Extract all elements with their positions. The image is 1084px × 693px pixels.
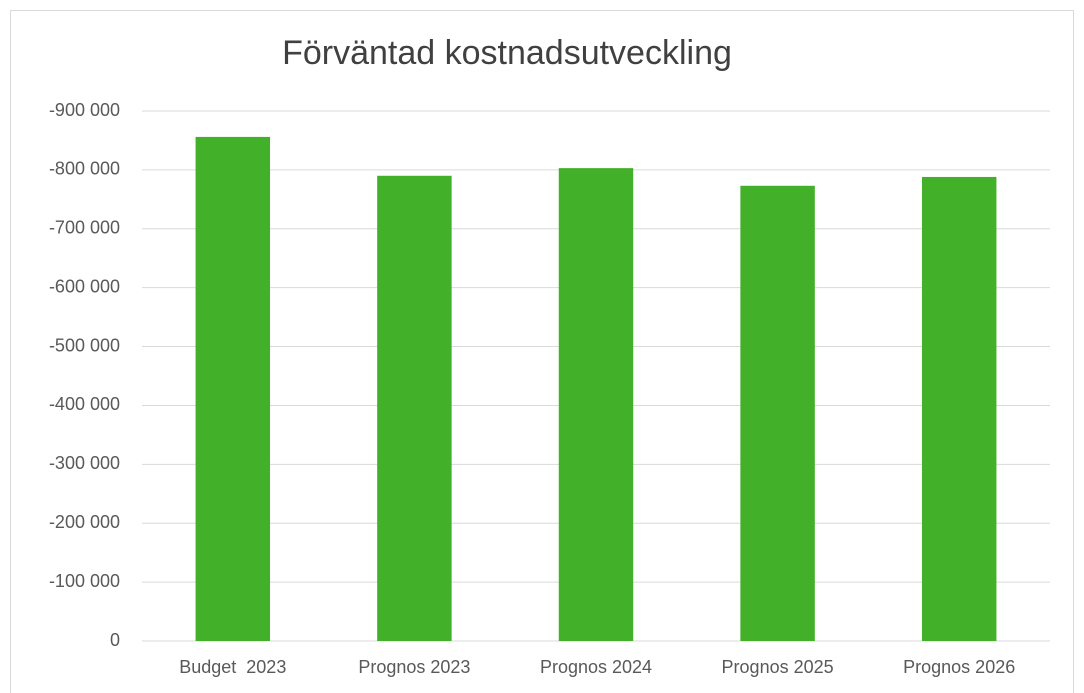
y-tick-label: 0: [110, 630, 120, 650]
bar: [921, 176, 997, 641]
bar: [558, 168, 634, 641]
y-tick-label: -500 000: [49, 335, 120, 355]
x-tick-label: Budget 2023: [179, 657, 286, 677]
chart-title: Förväntad kostnadsutveckling: [282, 34, 732, 72]
y-tick-label: -200 000: [49, 512, 120, 532]
x-tick-label: Prognos 2025: [722, 657, 834, 677]
x-tick-label: Prognos 2024: [540, 657, 652, 677]
y-tick-label: -900 000: [49, 100, 120, 120]
bar: [195, 136, 271, 641]
bar: [740, 185, 815, 642]
y-tick-label: -100 000: [49, 571, 120, 591]
chart-frame: [10, 10, 1074, 693]
y-tick-label: -600 000: [49, 276, 120, 296]
y-tick-label: -800 000: [49, 159, 120, 179]
x-tick-label: Prognos 2023: [358, 657, 470, 677]
x-tick-label: Prognos 2026: [903, 657, 1015, 677]
y-tick-label: -300 000: [49, 453, 120, 473]
y-tick-label: -400 000: [49, 394, 120, 414]
bar: [377, 175, 452, 641]
y-tick-label: -700 000: [49, 218, 120, 238]
